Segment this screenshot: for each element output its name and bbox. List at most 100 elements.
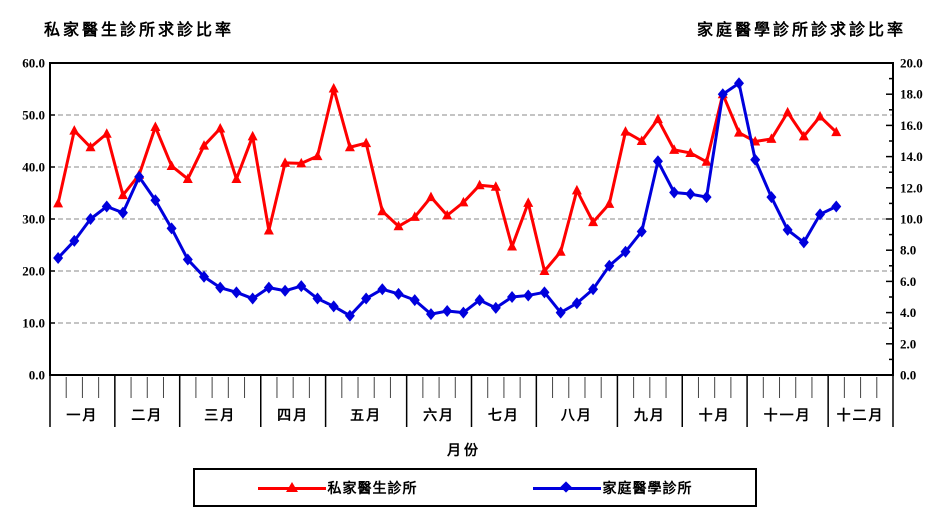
month-label: 十月 (699, 407, 731, 423)
legend-diamond-icon (559, 480, 572, 493)
diamond-marker-icon (166, 222, 177, 235)
diamond-marker-icon (507, 291, 518, 303)
triangle-marker-icon (636, 135, 647, 145)
triangle-marker-icon (312, 150, 323, 161)
y-axis-left-tick-label: 30.0 (22, 212, 45, 227)
triangle-marker-icon (798, 130, 809, 141)
triangle-marker-icon (215, 123, 226, 133)
y-axis-left-tick-label: 50.0 (22, 108, 45, 123)
diamond-marker-icon (409, 294, 420, 307)
series-line-family-clinic (56, 81, 838, 318)
triangle-marker-icon (571, 184, 582, 195)
triangle-marker-icon (182, 173, 193, 183)
triangle-marker-icon (263, 224, 274, 235)
triangle-marker-icon (117, 189, 128, 200)
right-axis-title: 家庭醫學診所診求診比率 (696, 22, 906, 39)
month-label: 四月 (277, 407, 309, 423)
diamond-marker-icon (652, 155, 663, 168)
triangle-marker-icon (377, 205, 388, 216)
triangle-marker-icon (507, 241, 518, 251)
diamond-marker-icon (280, 284, 291, 297)
legend-item-private-clinic: 私家醫生診所 (257, 478, 418, 498)
triangle-marker-icon (831, 126, 842, 137)
diamond-marker-icon (815, 208, 826, 221)
diamond-marker-icon (733, 77, 744, 90)
diamond-marker-icon (361, 292, 372, 305)
diamond-marker-icon (620, 245, 631, 258)
triangle-marker-icon (361, 137, 372, 148)
y-axis-right-tick-label: 8.0 (900, 243, 916, 258)
triangle-marker-icon (199, 140, 210, 150)
diamond-marker-icon (425, 308, 436, 321)
triangle-marker-icon (539, 265, 550, 275)
triangle-marker-icon (458, 196, 469, 207)
diamond-marker-icon (604, 259, 615, 272)
y-axis-right-tick-label: 0.0 (900, 368, 916, 383)
y-axis-left-tick-label: 40.0 (22, 160, 45, 175)
diamond-marker-icon (490, 301, 501, 314)
diamond-marker-icon (85, 213, 96, 225)
triangle-marker-icon (53, 197, 64, 208)
legend-label-family-clinic: 家庭醫學診所 (602, 479, 693, 496)
diamond-marker-icon (685, 188, 696, 201)
diamond-marker-icon (636, 225, 647, 238)
triangle-marker-icon (393, 220, 404, 231)
y-axis-right-tick-label: 12.0 (900, 180, 923, 195)
triangle-marker-icon (474, 179, 485, 190)
y-axis-right-tick-label: 10.0 (900, 212, 923, 227)
legend-label-private-clinic: 私家醫生診所 (327, 479, 418, 496)
triangle-marker-icon (231, 173, 242, 183)
legend-box: 私家醫生診所 家庭醫學診所 (193, 468, 757, 507)
y-axis-right-tick-label: 16.0 (900, 118, 923, 133)
triangle-marker-icon (409, 211, 420, 221)
diamond-marker-icon (571, 297, 582, 310)
diamond-marker-icon (750, 153, 761, 166)
diamond-marker-icon (701, 191, 712, 204)
triangle-marker-icon (296, 157, 307, 168)
y-axis-left-tick-label: 20.0 (22, 264, 45, 279)
triangle-marker-icon (652, 113, 663, 124)
triangle-series-marker-icon (257, 481, 326, 495)
y-axis-right-tick-label: 14.0 (900, 149, 923, 164)
triangle-marker-icon (523, 197, 534, 207)
diamond-marker-icon (669, 186, 680, 199)
month-label: 六月 (423, 407, 455, 423)
diamond-marker-icon (182, 253, 193, 266)
diamond-marker-icon (782, 223, 793, 236)
triangle-marker-icon (685, 147, 696, 157)
diamond-marker-icon (247, 292, 258, 305)
triangle-marker-icon (150, 121, 161, 131)
triangle-marker-icon (815, 111, 826, 121)
diamond-marker-icon (539, 286, 550, 299)
legend-item-family-clinic: 家庭醫學診所 (532, 478, 693, 498)
diamond-marker-icon (101, 200, 112, 213)
diamond-marker-icon (69, 234, 80, 247)
y-axis-right-tick-label: 2.0 (900, 336, 916, 351)
diamond-marker-icon (328, 300, 339, 313)
y-axis-left-tick-label: 10.0 (22, 316, 45, 331)
diamond-marker-icon (312, 292, 323, 305)
diamond-marker-icon (377, 283, 388, 296)
triangle-marker-icon (620, 126, 631, 136)
diamond-marker-icon (150, 194, 161, 207)
diamond-marker-icon (798, 236, 809, 249)
diamond-marker-icon (215, 281, 226, 294)
y-axis-right-tick-label: 6.0 (900, 274, 916, 289)
diamond-marker-icon (474, 294, 485, 307)
x-axis-title: 月份 (447, 442, 481, 458)
diamond-marker-icon (199, 270, 210, 283)
diamond-marker-icon (134, 170, 145, 183)
diamond-series-marker-icon (532, 480, 601, 495)
month-label: 八月 (560, 407, 593, 423)
triangle-marker-icon (782, 106, 793, 117)
diamond-marker-icon (53, 252, 64, 264)
diamond-marker-icon (296, 280, 307, 293)
triangle-marker-icon (490, 181, 501, 191)
triangle-marker-icon (588, 216, 599, 227)
triangle-marker-icon (101, 128, 112, 138)
triangle-marker-icon (555, 246, 566, 256)
triangle-marker-icon (425, 191, 436, 202)
month-label: 一月 (66, 407, 98, 423)
